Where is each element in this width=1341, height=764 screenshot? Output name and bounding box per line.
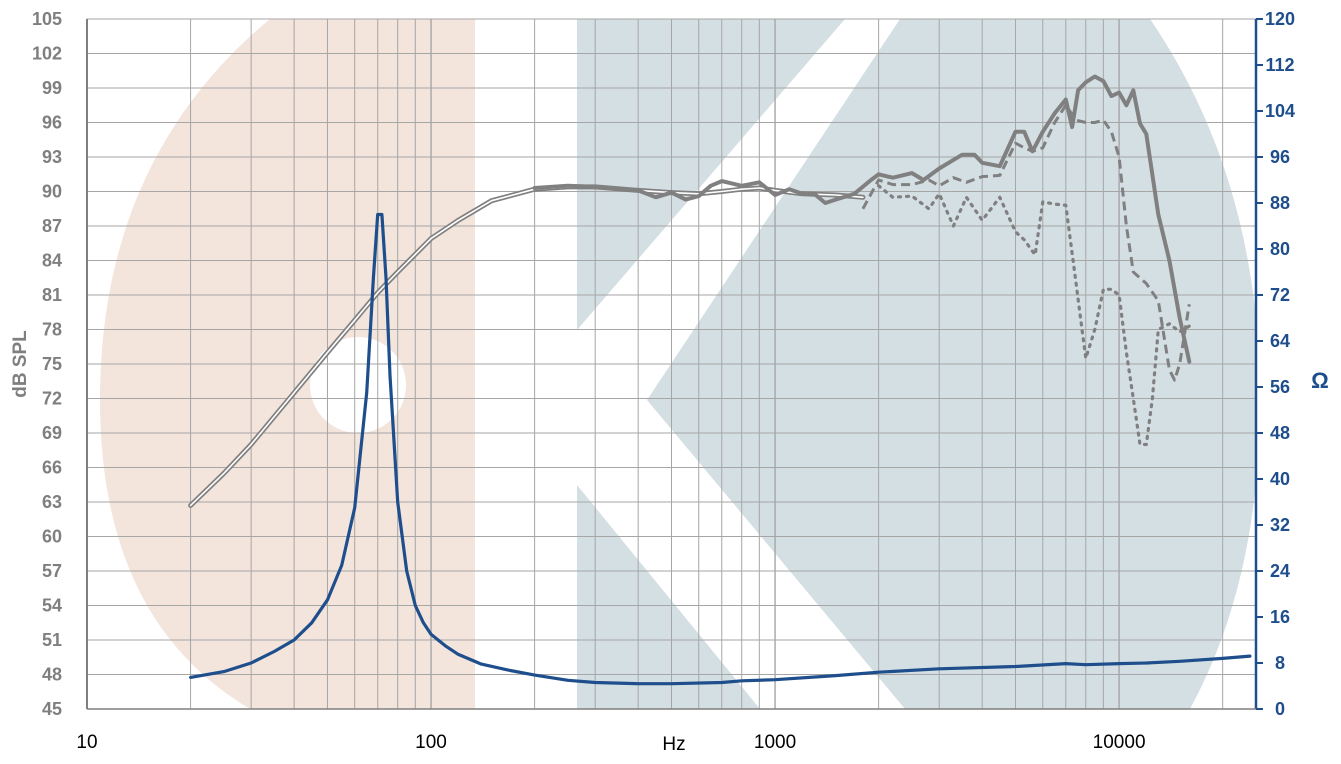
y-right-tick-label: 88: [1270, 193, 1290, 213]
y-right-tick-label: 0: [1275, 699, 1285, 719]
y-right-tick-label: 24: [1270, 561, 1290, 581]
y-left-tick-label: 75: [42, 354, 62, 374]
y-right-tick-label: 80: [1270, 239, 1290, 259]
y-right-tick-label: 104: [1265, 101, 1295, 121]
y-left-tick-label: 72: [42, 389, 62, 409]
y-left-tick-label: 102: [32, 44, 62, 64]
x-tick-label: 10: [76, 732, 97, 753]
x-axis-title: Hz: [662, 734, 685, 755]
y-left-tick-label: 57: [42, 561, 62, 581]
y-left-tick-label: 84: [42, 251, 62, 271]
y-axis-right-title: Ω: [1311, 368, 1329, 393]
chart-ticks: 45 48 51 54 57 60 63 66 69 72 75 78 81 84 87 90 93 96 99 10…: [32, 9, 1295, 753]
y-left-tick-label: 93: [42, 147, 62, 167]
y-axis-left-title: dB SPL: [10, 330, 31, 398]
y-right-tick-label: 48: [1270, 423, 1290, 443]
y-left-tick-label: 69: [42, 423, 62, 443]
y-left-tick-label: 105: [32, 9, 62, 29]
y-left-tick-label: 66: [42, 458, 62, 478]
y-right-tick-label: 72: [1270, 285, 1290, 305]
spl-curve-on-axis: [532, 74, 1192, 364]
y-left-tick-label: 78: [42, 320, 62, 340]
y-left-tick-label: 51: [42, 630, 62, 650]
chart-axes: [86, 19, 1258, 710]
y-right-tick-label: 40: [1270, 469, 1290, 489]
y-left-tick-label: 87: [42, 216, 62, 236]
impedance-curve: [189, 212, 1252, 686]
y-left-tick-label: 60: [42, 527, 62, 547]
y-right-tick-label: 56: [1270, 377, 1290, 397]
y-right-tick-label: 96: [1270, 147, 1290, 167]
x-tick-label: 100: [415, 732, 447, 753]
y-right-tick-label: 112: [1265, 55, 1294, 75]
chart-series: [188, 74, 1252, 686]
spl-curve-60deg: [877, 184, 1191, 447]
y-left-tick-label: 45: [42, 699, 62, 719]
chart-grid: [86, 18, 1256, 710]
x-tick-label: 1000: [754, 732, 796, 753]
y-right-tick-label: 120: [1265, 9, 1295, 29]
y-right-tick-label: 32: [1270, 515, 1290, 535]
y-left-tick-label: 63: [42, 492, 62, 512]
y-left-tick-label: 54: [42, 596, 62, 616]
x-tick-label: 10000: [1093, 732, 1146, 753]
y-left-tick-label: 90: [42, 182, 62, 202]
spl-curve-30deg: [861, 103, 1191, 382]
y-right-tick-label: 8: [1275, 653, 1285, 673]
y-right-tick-label: 16: [1270, 607, 1290, 627]
y-left-tick-label: 96: [42, 113, 62, 133]
y-left-tick-label: 99: [42, 78, 62, 98]
y-left-tick-label: 81: [42, 285, 62, 305]
y-left-tick-label: 48: [42, 665, 62, 685]
y-right-tick-label: 64: [1270, 331, 1290, 351]
